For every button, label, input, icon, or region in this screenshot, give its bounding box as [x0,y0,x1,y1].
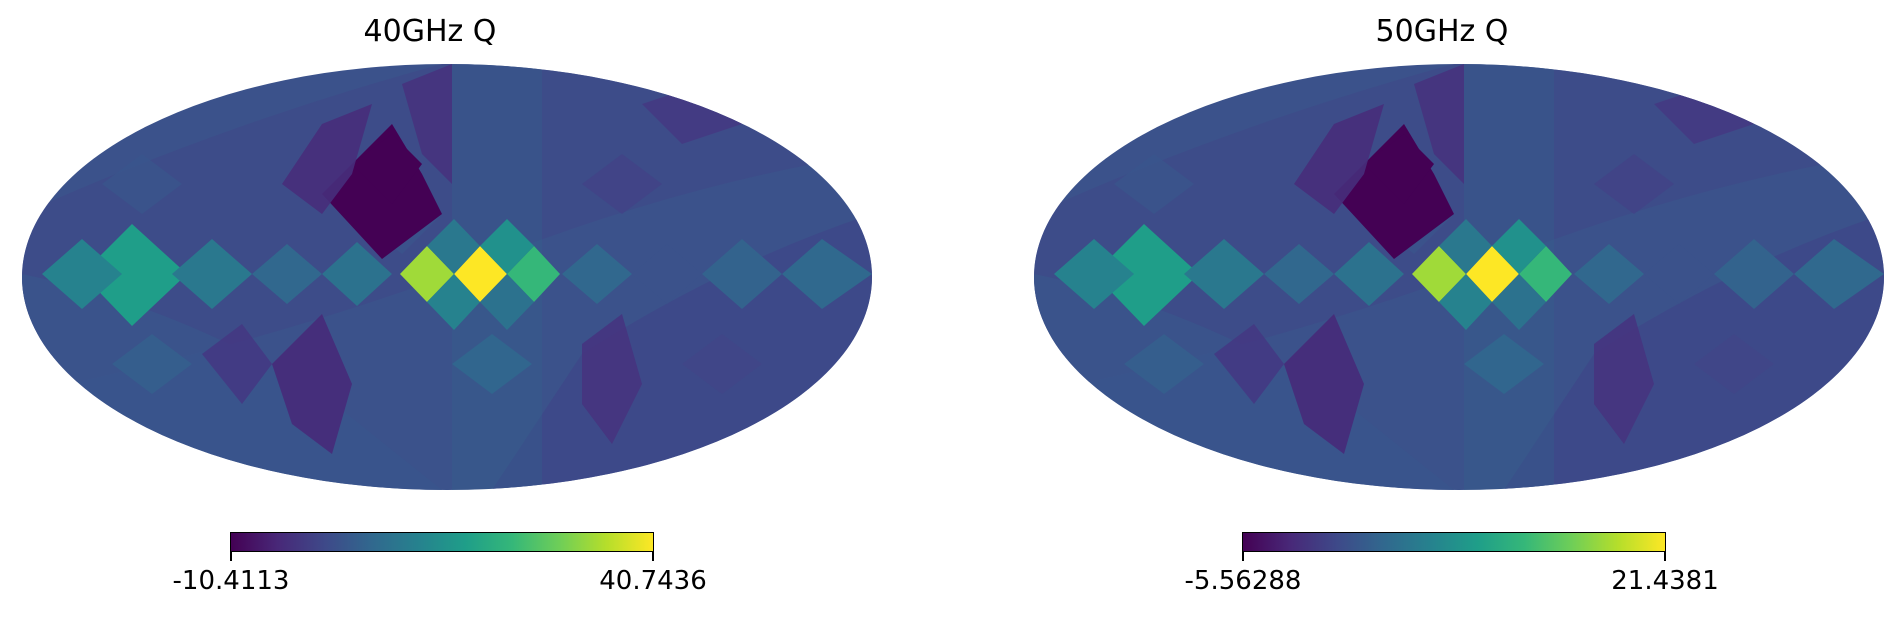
colorbar-max-label: 40.7436 [599,566,707,596]
colorbar [1242,532,1666,552]
colorbar-tick-max [1664,552,1666,561]
colorbar-tick-min [1242,552,1244,561]
colorbar-min-label: -10.4113 [172,566,290,596]
panel-title: 50GHz Q [1375,14,1509,49]
colorbar-tick-min [230,552,232,561]
map-panel-40ghz: 40GHz Q [22,14,872,596]
colorbar-max-label: 21.4381 [1611,566,1719,596]
colorbar-min-label: -5.56288 [1184,566,1302,596]
colorbar [230,532,654,552]
map-panel-50ghz: 50GHz Q [1012,0,1900,618]
mollweide-map [1034,64,1884,490]
panel-title: 40GHz Q [363,14,497,49]
mollweide-map [22,64,872,490]
colorbar-tick-max [652,552,654,561]
